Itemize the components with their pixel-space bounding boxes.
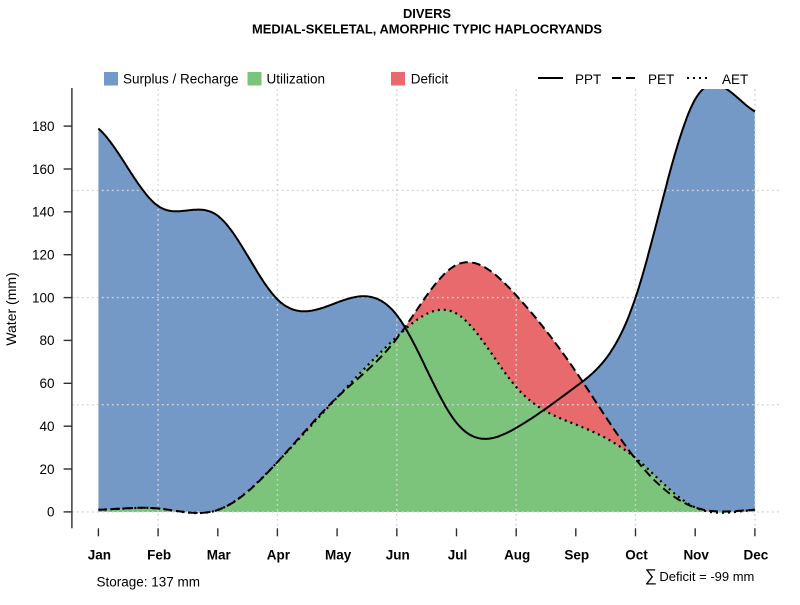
- svg-text:20: 20: [39, 462, 54, 477]
- svg-text:Jul: Jul: [448, 548, 468, 563]
- svg-text:Utilization: Utilization: [267, 72, 326, 87]
- svg-text:∑Deficit = -99 mm: ∑ Deficit = -99 mm: [645, 566, 755, 585]
- svg-text:Dec: Dec: [744, 548, 769, 563]
- svg-text:120: 120: [32, 248, 55, 263]
- svg-text:Jun: Jun: [386, 548, 410, 563]
- svg-text:Mar: Mar: [207, 548, 232, 563]
- svg-text:Feb: Feb: [147, 548, 171, 563]
- svg-text:Storage: 137 mm: Storage: 137 mm: [97, 574, 201, 589]
- svg-text:Surplus / Recharge: Surplus / Recharge: [123, 72, 239, 87]
- svg-text:Apr: Apr: [267, 548, 291, 563]
- svg-text:Nov: Nov: [683, 548, 709, 563]
- svg-text:Water (mm): Water (mm): [3, 272, 19, 345]
- svg-text:Oct: Oct: [625, 548, 648, 563]
- svg-text:PPT: PPT: [575, 72, 601, 87]
- svg-text:0: 0: [47, 505, 55, 520]
- svg-text:180: 180: [32, 119, 55, 134]
- svg-text:160: 160: [32, 162, 55, 177]
- svg-text:60: 60: [39, 376, 54, 391]
- svg-text:40: 40: [39, 419, 54, 434]
- svg-text:Aug: Aug: [504, 548, 530, 563]
- svg-text:80: 80: [39, 333, 54, 348]
- svg-text:AET: AET: [722, 72, 748, 87]
- svg-text:PET: PET: [648, 72, 674, 87]
- svg-text:DIVERS: DIVERS: [403, 6, 451, 21]
- svg-text:MEDIAL-SKELETAL, AMORPHIC TYPI: MEDIAL-SKELETAL, AMORPHIC TYPIC HAPLOCRY…: [252, 21, 602, 36]
- svg-text:Sep: Sep: [564, 548, 589, 563]
- svg-text:May: May: [325, 548, 352, 563]
- svg-text:Deficit: Deficit: [411, 72, 449, 87]
- svg-text:Jan: Jan: [88, 548, 111, 563]
- svg-text:100: 100: [32, 290, 55, 305]
- svg-text:140: 140: [32, 205, 55, 220]
